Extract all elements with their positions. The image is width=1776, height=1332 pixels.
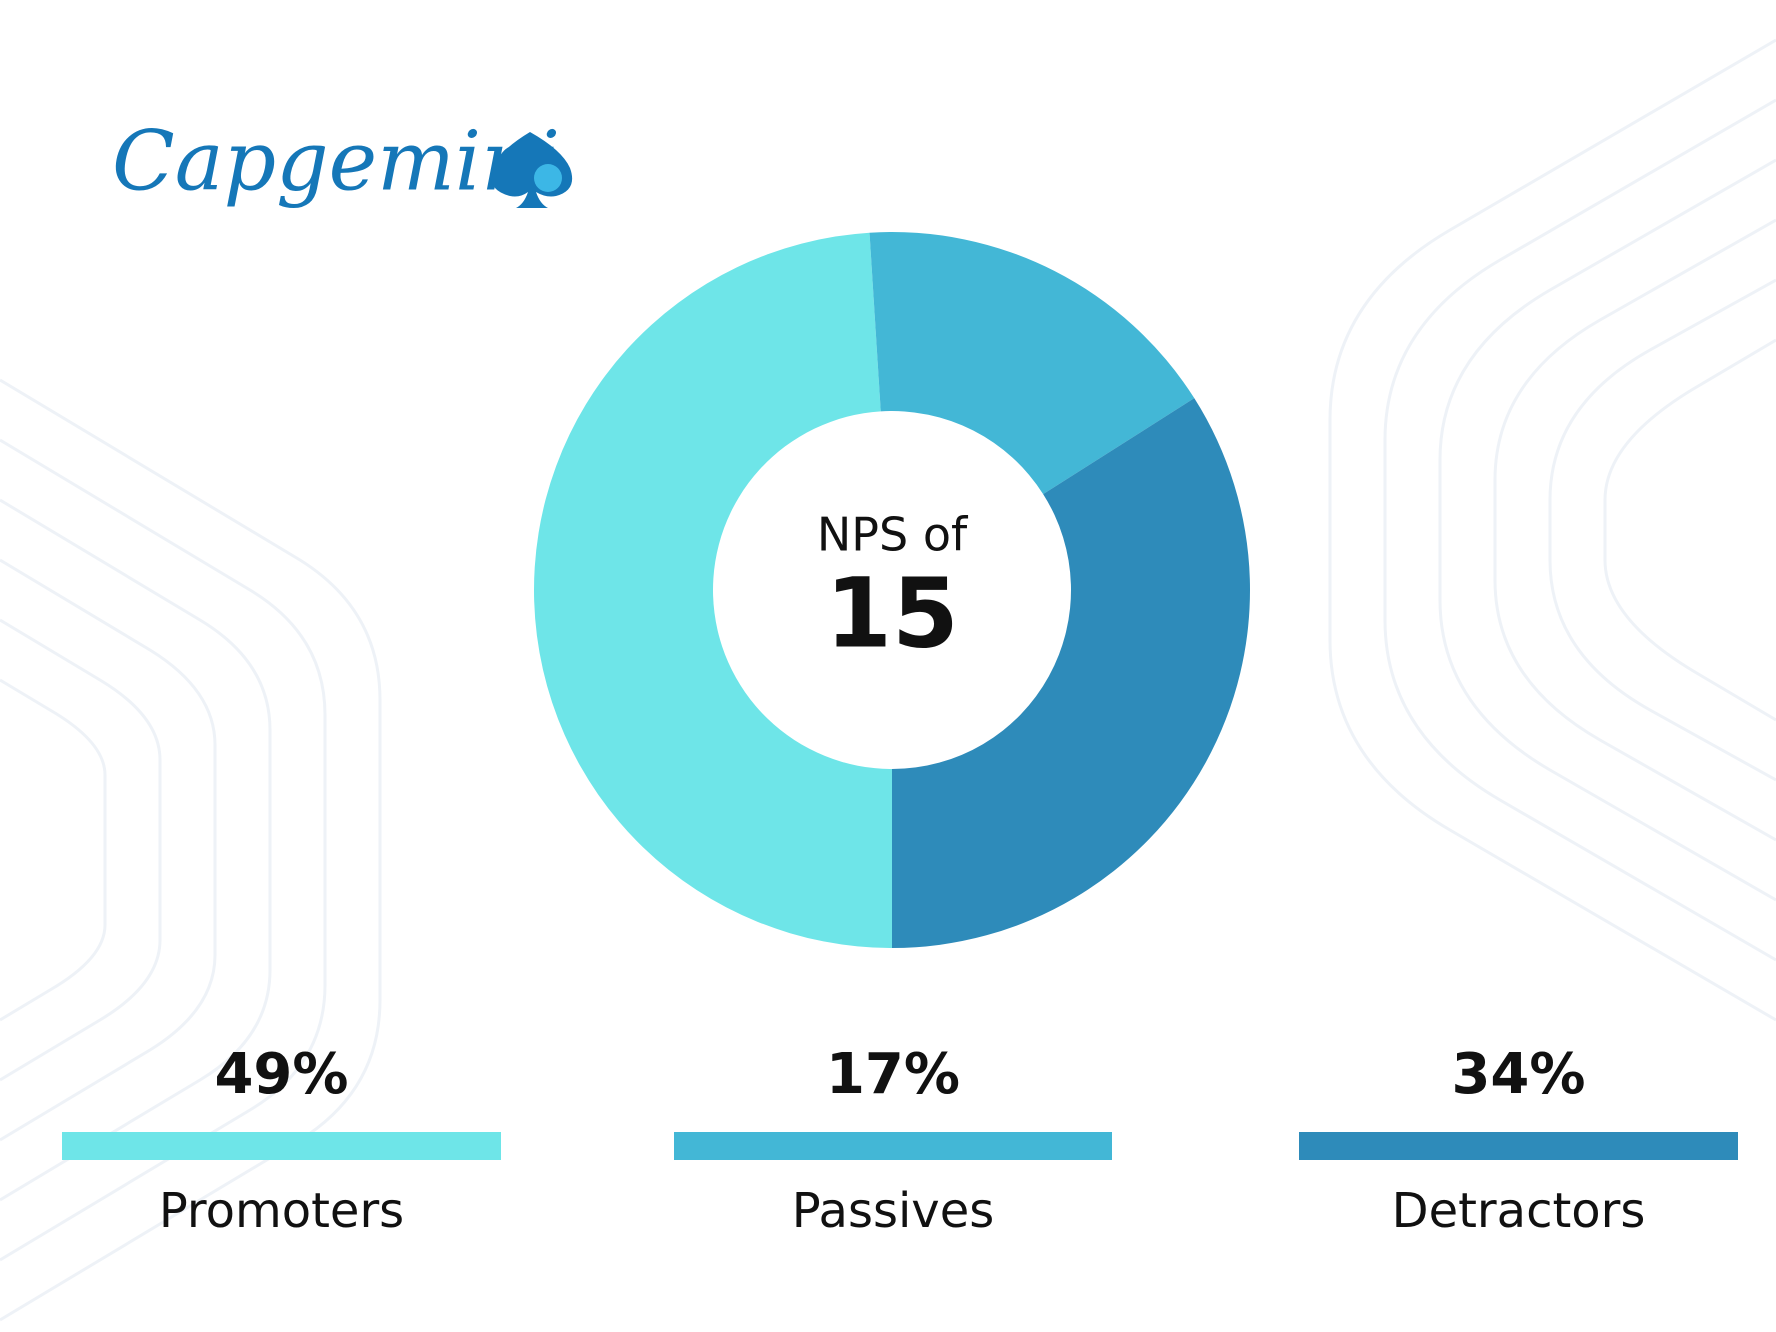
legend-label: Promoters — [159, 1183, 404, 1239]
legend-label: Passives — [792, 1183, 995, 1239]
legend-swatch — [674, 1132, 1112, 1160]
donut-slice — [892, 398, 1250, 948]
donut-slice — [869, 232, 1195, 495]
logo: Capgemini — [112, 115, 573, 210]
value-label: 17% — [826, 1042, 960, 1107]
logo-icon-dot — [534, 164, 562, 192]
background-decoration — [0, 38, 1776, 1322]
legend-swatch — [1299, 1132, 1738, 1160]
legend-swatch — [62, 1132, 501, 1160]
value-label: 49% — [214, 1042, 348, 1107]
logo-text: Capgemini — [112, 115, 560, 210]
value-label: 34% — [1451, 1042, 1585, 1107]
legend-label: Detractors — [1392, 1183, 1646, 1239]
donut-slice — [534, 232, 892, 949]
center-value: 15 — [825, 557, 959, 669]
center-label: NPS of — [817, 508, 969, 562]
